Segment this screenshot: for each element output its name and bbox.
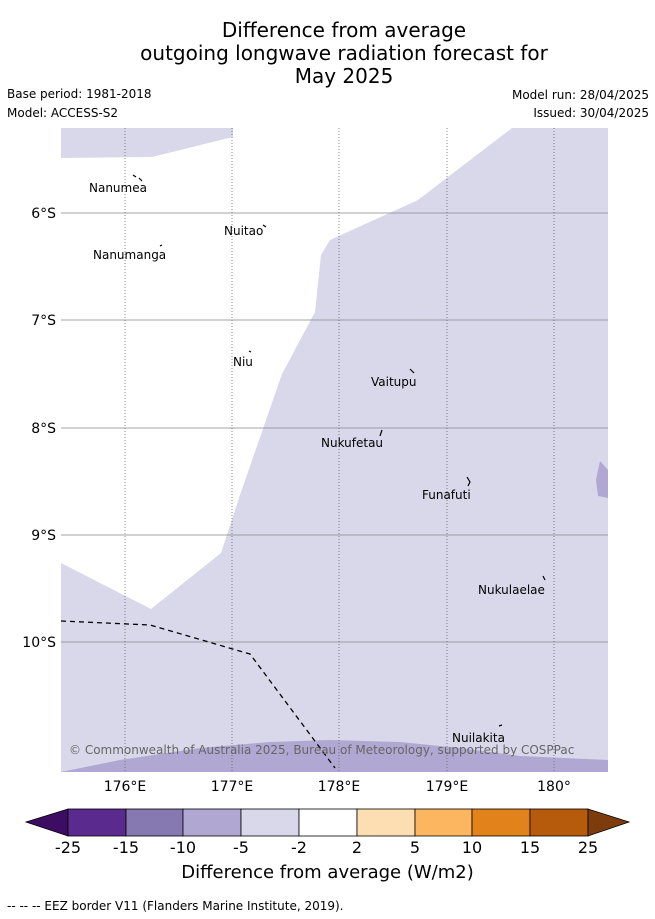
- lat-tick: 8°S: [31, 421, 56, 437]
- lon-tick: 180°: [537, 779, 571, 795]
- colorbar-label: -2: [291, 838, 307, 857]
- eez-legend: -- -- -- EEZ border V11 (Flanders Marine…: [7, 899, 344, 913]
- title-line-2: outgoing longwave radiation forecast for: [140, 41, 548, 65]
- colorbar-max-arrow: [587, 808, 631, 837]
- colorbar-segment: [182, 808, 242, 837]
- anomaly-region-medium-south: [61, 740, 608, 772]
- model-name: Model: ACCESS-S2: [7, 106, 119, 120]
- lon-tick: 178°E: [318, 779, 361, 795]
- place-label-niu: Niu: [233, 355, 253, 369]
- colorbar-segment: [356, 808, 416, 837]
- lon-tick: 179°E: [426, 779, 469, 795]
- place-label-funafuti: Funafuti: [422, 488, 471, 502]
- colorbar-label: -10: [169, 838, 197, 857]
- colorbar-min-arrow: [24, 808, 69, 837]
- colorbar-label: -15: [112, 838, 140, 857]
- colorbar-segment: [125, 808, 184, 837]
- place-label-nukulaelae: Nukulaelae: [478, 583, 545, 597]
- issued-date: Issued: 30/04/2025: [533, 106, 649, 120]
- colorbar-segment: [298, 808, 358, 837]
- colorbar-label: -25: [54, 838, 82, 857]
- lat-tick: 9°S: [31, 528, 56, 544]
- colorbar-segment: [529, 808, 589, 837]
- place-label-vaitupu: Vaitupu: [371, 375, 417, 389]
- colorbar-label: 5: [409, 838, 421, 857]
- colorbar-title: Difference from average (W/m2): [181, 862, 474, 883]
- colorbar-label: 2: [351, 838, 363, 857]
- lon-tick: 177°E: [211, 779, 254, 795]
- colorbar-label: 15: [519, 838, 541, 857]
- colorbar-segment: [67, 808, 127, 837]
- colorbar-label: 25: [577, 838, 599, 857]
- place-label-nuitao: Nuitao: [224, 224, 263, 238]
- place-labels: Nanumea Nuitao Nanumanga Niu Vaitupu Nuk…: [89, 181, 545, 745]
- anomaly-region-light-main: [61, 128, 608, 772]
- colorbar: [24, 808, 631, 837]
- lat-tick: 10°S: [22, 635, 56, 651]
- place-label-nanumanga: Nanumanga: [93, 248, 166, 262]
- lat-tick: 7°S: [31, 313, 56, 329]
- place-label-nanumea: Nanumea: [89, 181, 147, 195]
- meridians: [124, 128, 555, 772]
- longitude-ticks: 176°E 177°E 178°E 179°E 180°: [104, 779, 571, 795]
- colorbar-segment: [414, 808, 473, 837]
- lon-tick: 176°E: [104, 779, 147, 795]
- colorbar-segment: [471, 808, 531, 837]
- anomaly-region-medium-east: [596, 461, 608, 498]
- latitude-ticks: 6°S 7°S 8°S 9°S 10°S: [22, 206, 56, 651]
- title-line-3: May 2025: [294, 64, 394, 88]
- lat-tick: 6°S: [31, 206, 56, 222]
- colorbar-label: 10: [461, 838, 483, 857]
- colorbar-label: -5: [233, 838, 249, 857]
- copyright-notice: © Commonwealth of Australia 2025, Bureau…: [69, 743, 574, 757]
- islands: [132, 174, 546, 727]
- base-period: Base period: 1981-2018: [7, 87, 152, 101]
- place-label-nuilakita: Nuilakita: [452, 731, 505, 745]
- place-label-nukufetau: Nukufetau: [321, 436, 383, 450]
- title-line-1: Difference from average: [221, 18, 467, 42]
- gridlines: [61, 212, 608, 643]
- anomaly-region-light: [61, 128, 233, 158]
- colorbar-segment: [240, 808, 300, 837]
- model-run: Model run: 28/04/2025: [511, 88, 649, 102]
- eez-border: [60, 620, 336, 769]
